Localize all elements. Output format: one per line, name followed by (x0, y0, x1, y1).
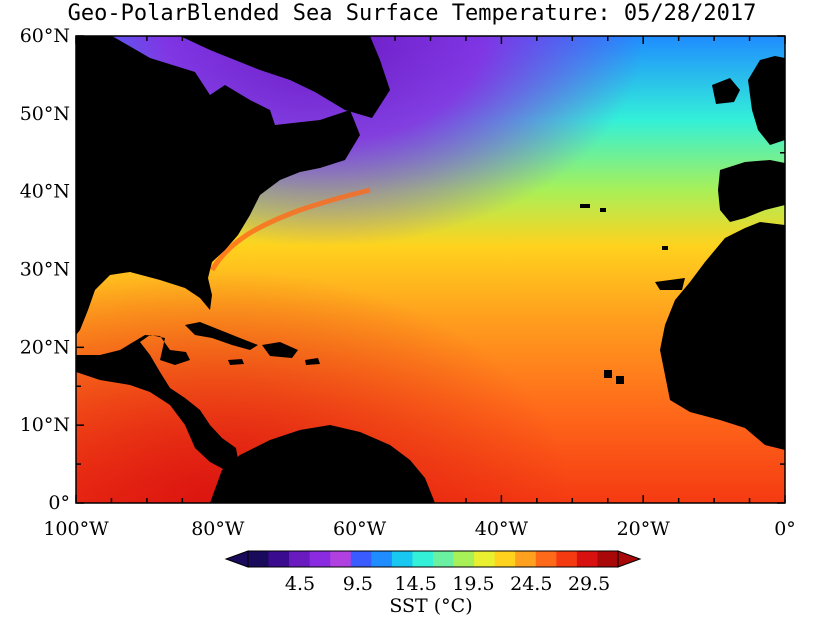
colorbar-high-arrow (617, 550, 642, 568)
land-central-america (76, 335, 240, 470)
colorbar-swatch (330, 551, 352, 567)
lon-label: 60°W (333, 518, 387, 540)
colorbar-swatch (248, 551, 270, 567)
colorbar-swatch (412, 551, 434, 567)
land-north-america (76, 36, 360, 335)
land-greenland-labrador (180, 36, 390, 118)
land-british-isles (748, 56, 785, 145)
colorbar-swatch (268, 551, 290, 567)
land-cape-verde (604, 370, 624, 384)
land-puerto-rico (305, 358, 320, 365)
colorbar-swatch (597, 551, 619, 567)
colorbar-swatch (556, 551, 578, 567)
lon-label: 40°W (475, 518, 529, 540)
land-ireland (712, 78, 740, 104)
land-madeira (662, 246, 668, 250)
longitude-labels: 100°W 80°W 60°W 40°W 20°W 0° (43, 518, 795, 540)
colorbar-swatch (433, 551, 455, 567)
land-hispaniola (262, 342, 298, 358)
land-south-america (210, 425, 435, 503)
axis-ticks (75, 35, 786, 504)
lon-label: 20°W (617, 518, 671, 540)
land (76, 36, 785, 503)
lon-label: 100°W (43, 518, 109, 540)
colorbar-swatch (535, 551, 557, 567)
colorbar-tick-label: 4.5 (285, 573, 315, 595)
lat-label: 10°N (20, 414, 70, 436)
map-title: Geo-PolarBlended Sea Surface Temperature… (67, 1, 757, 26)
lon-label: 80°W (191, 518, 245, 540)
colorbar-swatch (371, 551, 393, 567)
colorbar-swatch (576, 551, 598, 567)
colorbar-swatch (474, 551, 496, 567)
colorbar-tick-label: 14.5 (395, 573, 437, 595)
colorbar (224, 550, 642, 568)
lon-label: 0° (774, 518, 796, 540)
lat-label: 0° (48, 492, 70, 514)
lat-label: 40°N (20, 181, 70, 203)
colorbar-swatch (289, 551, 311, 567)
colorbar-swatch (494, 551, 516, 567)
colorbar-tick-labels: 4.5 9.5 14.5 19.5 24.5 29.5 (285, 573, 610, 595)
gulf-stream (209, 187, 371, 272)
latitude-labels: 0° 10°N 20°N 30°N 40°N 50°N 60°N (20, 25, 70, 514)
colorbar-frame (247, 550, 619, 568)
land-cuba (185, 322, 258, 350)
colorbar-swatch (309, 551, 331, 567)
land-africa (660, 222, 785, 450)
map-area (76, 36, 785, 503)
colorbar-swatch (391, 551, 413, 567)
colorbar-tick-label: 24.5 (510, 573, 552, 595)
lat-label: 50°N (20, 103, 70, 125)
land-iberia (718, 160, 785, 222)
colorbar-swatch (515, 551, 537, 567)
land-azores (580, 204, 606, 212)
colorbar-tick-label: 29.5 (568, 573, 610, 595)
land-jamaica (228, 359, 244, 365)
lat-label: 30°N (20, 259, 70, 281)
colorbar-low-arrow (224, 550, 249, 568)
land-canary-islands (655, 278, 685, 290)
lat-label: 20°N (20, 336, 70, 358)
colorbar-swatch (350, 551, 372, 567)
colorbar-label: SST (°C) (389, 595, 472, 617)
colorbar-swatch (453, 551, 475, 567)
lat-label: 60°N (20, 25, 70, 47)
colorbar-tick-label: 9.5 (343, 573, 373, 595)
colorbar-tick-label: 19.5 (452, 573, 494, 595)
